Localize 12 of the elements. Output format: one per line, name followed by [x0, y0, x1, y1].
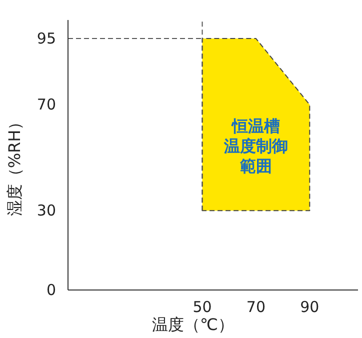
y-axis-title: 湿度（%RH） [5, 114, 24, 216]
x-tick-label: 70 [246, 298, 266, 316]
y-tick-label: 70 [36, 96, 56, 114]
y-tick-label: 0 [46, 281, 56, 299]
x-tick-label: 50 [192, 298, 212, 316]
y-tick-label: 30 [36, 202, 56, 220]
y-tick-label: 95 [36, 30, 56, 48]
annotation: 範囲 [238, 156, 272, 176]
annotation: 恒温槽 [230, 116, 280, 136]
x-axis-title: 温度（℃） [152, 315, 234, 334]
x-tick-label: 90 [300, 298, 320, 316]
annotation: 温度制御 [222, 136, 288, 156]
